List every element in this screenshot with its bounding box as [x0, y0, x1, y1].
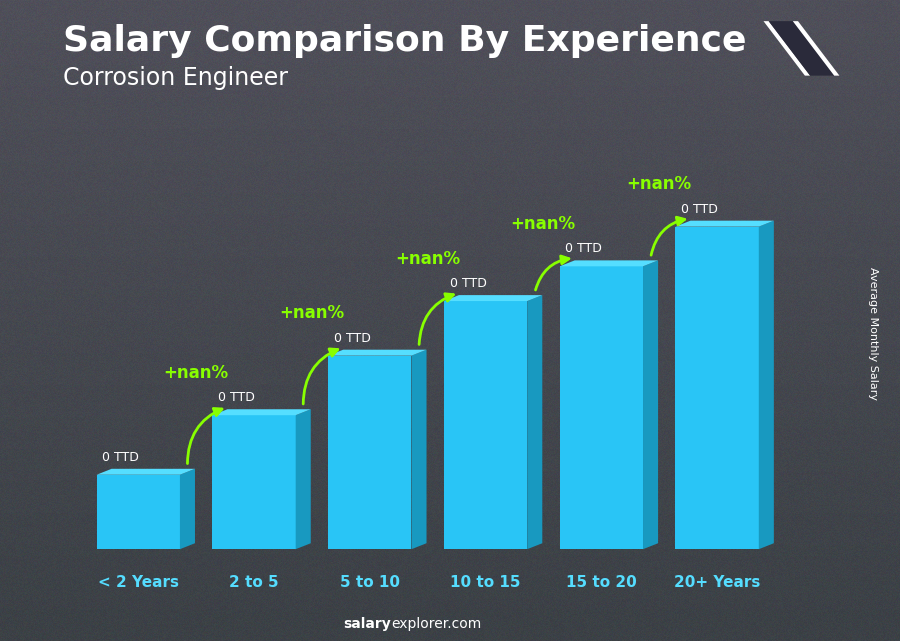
- Text: +nan%: +nan%: [279, 304, 344, 322]
- Text: 0 TTD: 0 TTD: [681, 203, 718, 216]
- Polygon shape: [769, 21, 834, 76]
- Polygon shape: [328, 350, 427, 356]
- Polygon shape: [675, 221, 774, 227]
- Polygon shape: [296, 409, 310, 549]
- Polygon shape: [96, 475, 180, 549]
- Text: explorer.com: explorer.com: [392, 617, 482, 631]
- Polygon shape: [560, 260, 658, 266]
- Polygon shape: [759, 221, 774, 549]
- Text: Average Monthly Salary: Average Monthly Salary: [868, 267, 878, 400]
- Polygon shape: [411, 350, 427, 549]
- Polygon shape: [560, 266, 643, 549]
- Polygon shape: [180, 469, 195, 549]
- Text: 0 TTD: 0 TTD: [565, 242, 602, 255]
- Polygon shape: [675, 227, 759, 549]
- Text: 0 TTD: 0 TTD: [334, 332, 371, 345]
- Polygon shape: [444, 295, 543, 301]
- Text: 0 TTD: 0 TTD: [103, 451, 140, 464]
- Text: Corrosion Engineer: Corrosion Engineer: [63, 66, 288, 90]
- Text: +nan%: +nan%: [626, 176, 691, 194]
- Text: +nan%: +nan%: [510, 215, 576, 233]
- Text: Salary Comparison By Experience: Salary Comparison By Experience: [63, 24, 746, 58]
- Polygon shape: [763, 21, 810, 76]
- Text: 0 TTD: 0 TTD: [218, 391, 255, 404]
- Polygon shape: [643, 260, 658, 549]
- Text: +nan%: +nan%: [163, 364, 229, 382]
- Polygon shape: [212, 409, 310, 415]
- Polygon shape: [212, 415, 296, 549]
- Text: 0 TTD: 0 TTD: [450, 277, 487, 290]
- Text: salary: salary: [344, 617, 392, 631]
- Polygon shape: [527, 295, 543, 549]
- Polygon shape: [444, 301, 527, 549]
- Polygon shape: [328, 356, 411, 549]
- Text: +nan%: +nan%: [395, 250, 460, 268]
- Polygon shape: [96, 469, 195, 475]
- Polygon shape: [793, 21, 840, 76]
